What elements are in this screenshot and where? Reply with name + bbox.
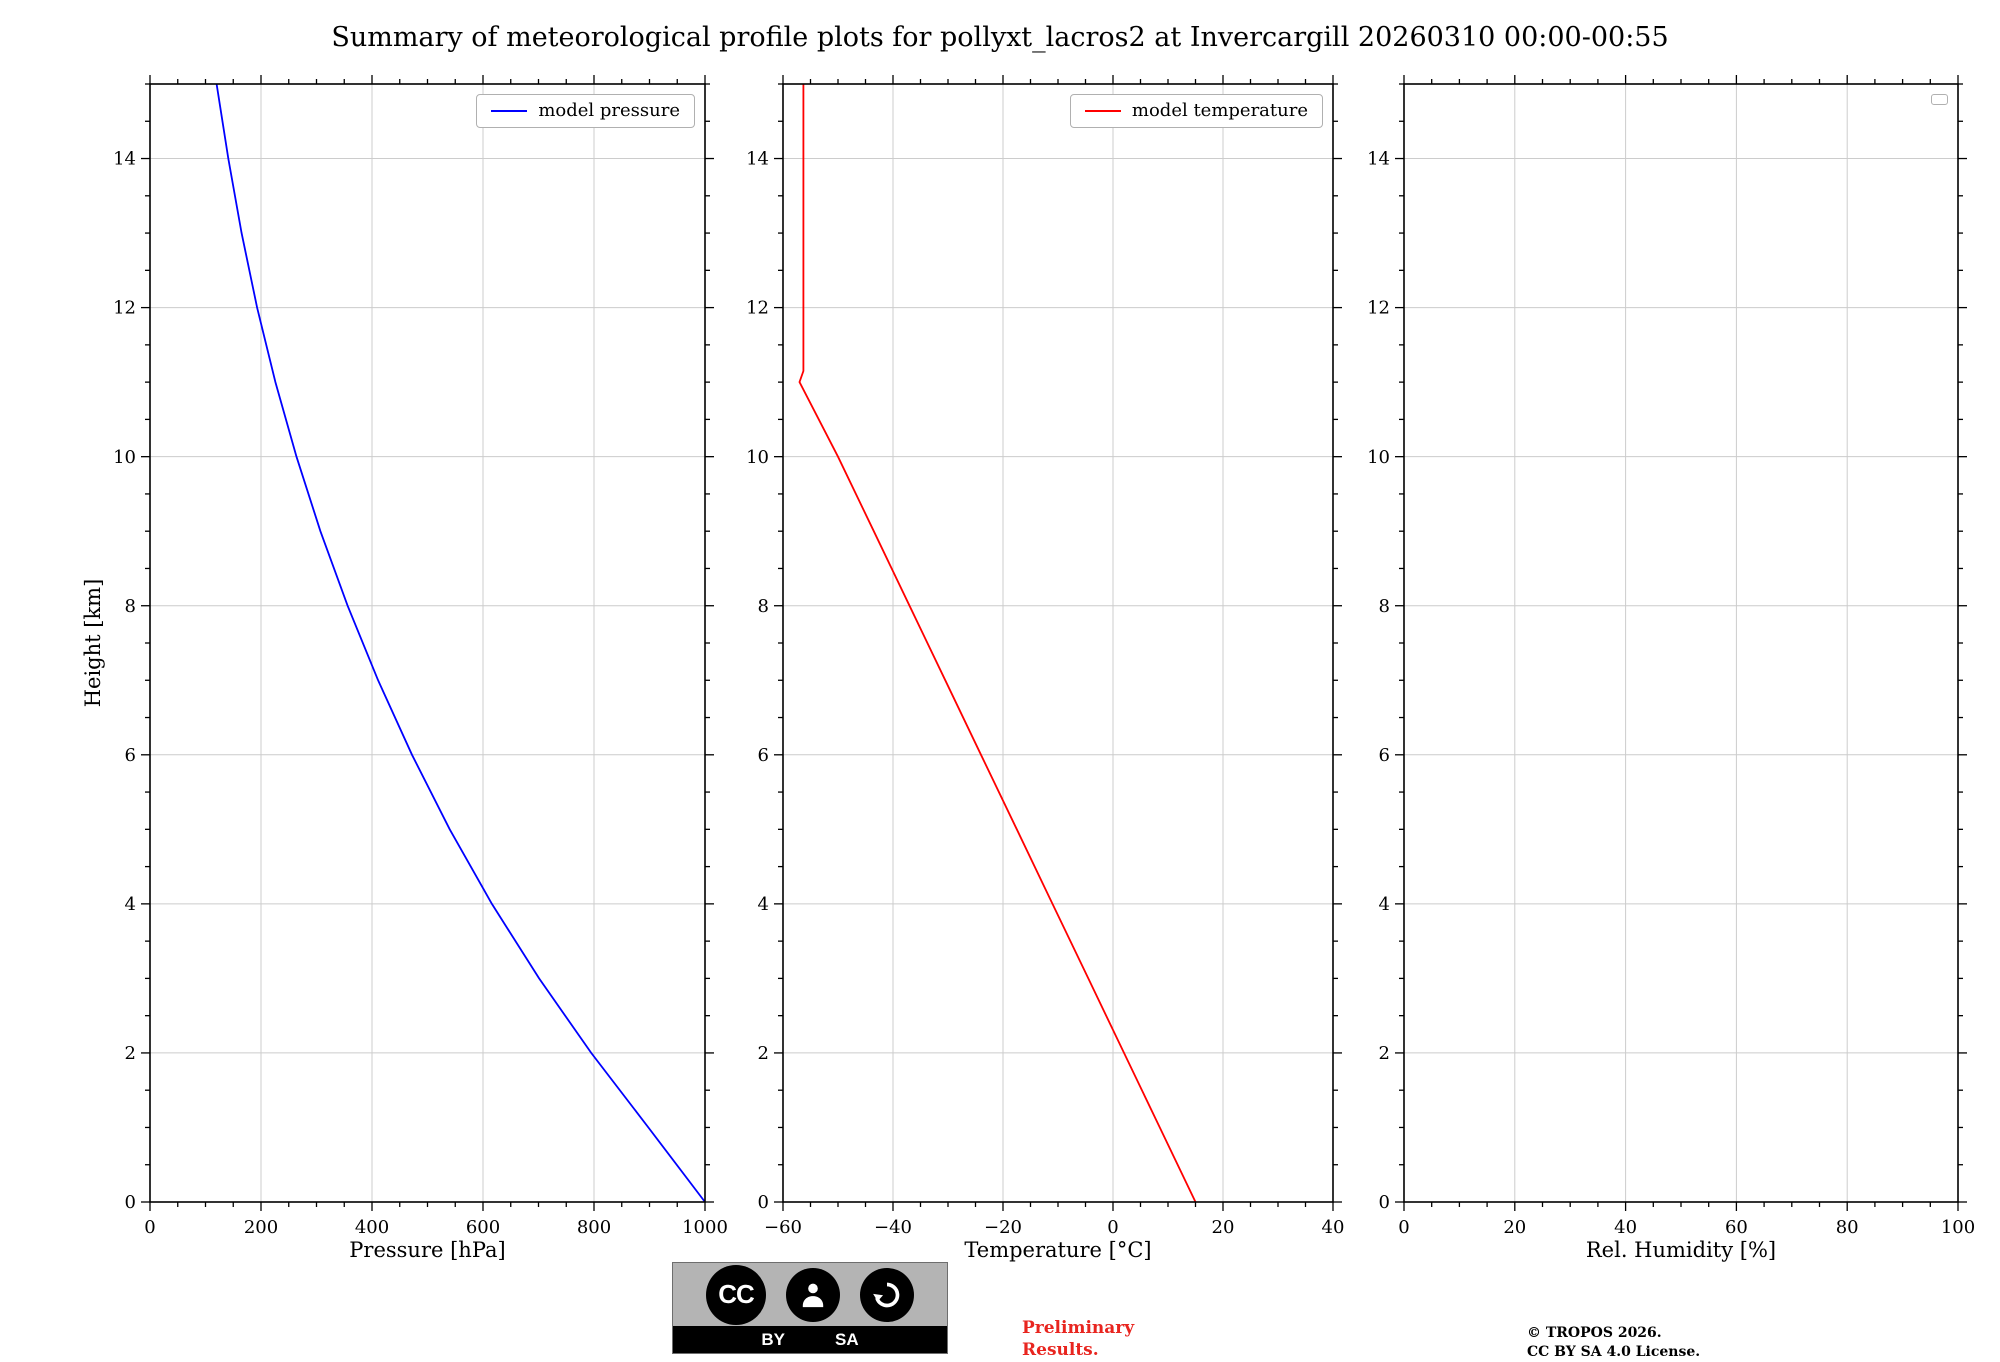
svg-text:12: 12 — [746, 298, 769, 319]
svg-text:−20: −20 — [984, 1217, 1022, 1238]
cc-badge-icons: CC — [673, 1263, 947, 1326]
credit-line1: © TROPOS 2026. — [1527, 1325, 1662, 1341]
svg-text:20: 20 — [1503, 1217, 1526, 1238]
attribution-person-icon — [786, 1267, 840, 1322]
svg-text:−60: −60 — [764, 1217, 802, 1238]
tropos-credit: © TROPOS 2026. CC BY SA 4.0 License. — [1527, 1324, 1700, 1362]
cc-badge-bar: BY SA — [673, 1326, 947, 1353]
pressure-legend-label: model pressure — [538, 100, 680, 121]
temperature-legend-label: model temperature — [1131, 100, 1308, 121]
svg-text:0: 0 — [1398, 1217, 1409, 1238]
svg-text:8: 8 — [758, 596, 769, 617]
temperature-plot: −60 −40 −20 0 20 40 0 2 4 6 8 10 12 14 model temperat… — [746, 75, 1344, 1262]
cc-by-label: BY — [761, 1329, 785, 1349]
preliminary-line1: Preliminary — [1022, 1318, 1135, 1338]
cc-sa-label: SA — [835, 1329, 859, 1349]
pressure-plot: 0 200 400 600 800 1000 0 2 4 6 8 10 12 14 model press… — [113, 75, 728, 1262]
svg-text:0: 0 — [758, 1192, 769, 1213]
svg-text:14: 14 — [746, 149, 769, 170]
temperature-legend: model temperature — [1069, 94, 1323, 128]
svg-text:2: 2 — [1379, 1043, 1390, 1064]
humidity-plot-canvas: 0 20 40 60 80 100 0 2 4 6 8 10 12 14 — [1367, 75, 1975, 1238]
svg-text:12: 12 — [1367, 298, 1390, 319]
preliminary-results-note: Preliminary Results. — [1022, 1317, 1134, 1361]
svg-text:6: 6 — [758, 745, 769, 766]
svg-text:100: 100 — [1941, 1217, 1975, 1238]
cc-by-sa-badge: CC BY SA — [672, 1262, 948, 1354]
svg-text:4: 4 — [758, 894, 769, 915]
svg-text:8: 8 — [125, 596, 136, 617]
svg-text:0: 0 — [1107, 1217, 1118, 1238]
svg-text:600: 600 — [466, 1217, 500, 1238]
humidity-x-axis-label: Rel. Humidity [%] — [1585, 1238, 1777, 1262]
humidity-plot: 0 20 40 60 80 100 0 2 4 6 8 10 12 14 Rel. Humidity [%… — [1367, 75, 1975, 1262]
svg-text:0: 0 — [1379, 1192, 1390, 1213]
svg-text:80: 80 — [1836, 1217, 1859, 1238]
svg-text:40: 40 — [1614, 1217, 1637, 1238]
svg-text:10: 10 — [746, 447, 769, 468]
pressure-legend: model pressure — [476, 94, 695, 128]
svg-text:200: 200 — [244, 1217, 278, 1238]
credit-line2: CC BY SA 4.0 License. — [1527, 1343, 1701, 1360]
svg-text:0: 0 — [125, 1192, 136, 1213]
svg-text:6: 6 — [125, 745, 136, 766]
y-axis-label: Height [km] — [81, 578, 105, 708]
svg-text:14: 14 — [1367, 149, 1390, 170]
pressure-plot-canvas: 0 200 400 600 800 1000 0 2 4 6 8 10 12 14 — [113, 75, 728, 1238]
svg-text:4: 4 — [125, 894, 136, 915]
temperature-x-axis-label: Temperature [°C] — [964, 1238, 1152, 1262]
svg-text:0: 0 — [144, 1217, 155, 1238]
svg-text:−40: −40 — [874, 1217, 912, 1238]
creative-commons-icon: CC — [706, 1264, 766, 1325]
temperature-line-icon — [1084, 110, 1121, 112]
humidity-empty-legend — [1931, 94, 1948, 105]
pressure-x-axis-label: Pressure [hPa] — [349, 1238, 506, 1262]
preliminary-line2: Results. — [1022, 1340, 1099, 1361]
figure-title: Summary of meteorological profile plots … — [331, 22, 1669, 53]
svg-text:12: 12 — [113, 298, 136, 319]
svg-text:6: 6 — [1379, 745, 1390, 766]
svg-text:14: 14 — [113, 149, 136, 170]
svg-text:10: 10 — [1367, 447, 1390, 468]
svg-text:60: 60 — [1725, 1217, 1748, 1238]
svg-text:800: 800 — [577, 1217, 611, 1238]
svg-text:40: 40 — [1322, 1217, 1345, 1238]
temperature-plot-canvas: −60 −40 −20 0 20 40 0 2 4 6 8 10 12 14 — [746, 75, 1344, 1238]
svg-text:8: 8 — [1379, 596, 1390, 617]
svg-text:2: 2 — [758, 1043, 769, 1064]
share-alike-arrow-icon — [860, 1267, 914, 1322]
svg-text:4: 4 — [1379, 894, 1390, 915]
svg-text:20: 20 — [1212, 1217, 1235, 1238]
svg-text:1000: 1000 — [682, 1217, 728, 1238]
pressure-line-icon — [491, 110, 528, 112]
svg-text:10: 10 — [113, 447, 136, 468]
svg-text:2: 2 — [125, 1043, 136, 1064]
svg-text:400: 400 — [355, 1217, 389, 1238]
